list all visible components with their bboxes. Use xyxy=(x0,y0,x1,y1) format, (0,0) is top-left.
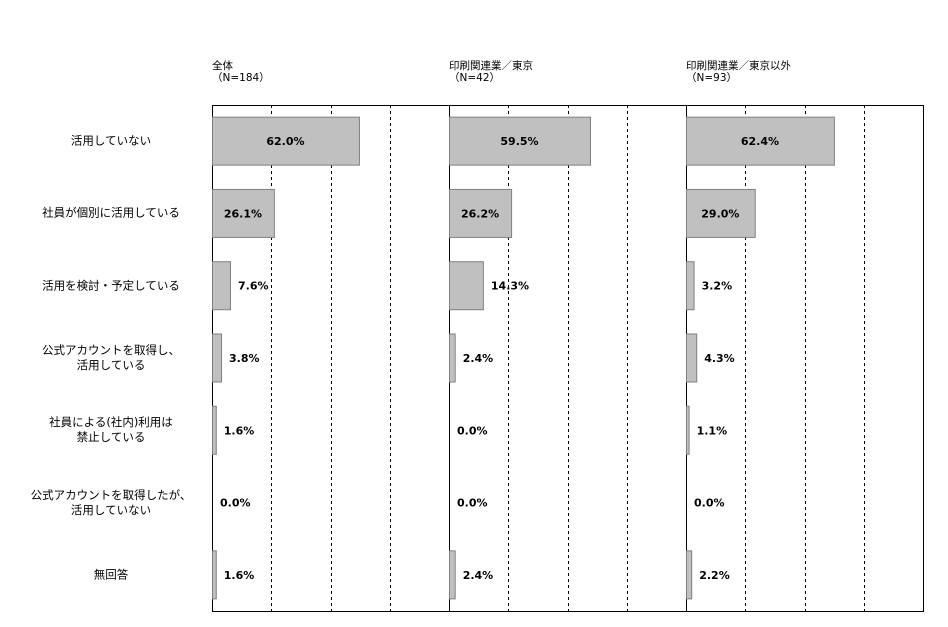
data-label: 1.6% xyxy=(224,424,255,437)
category-label-line: 活用していない xyxy=(70,133,152,148)
category-label-line: 公式アカウントを取得したが、 xyxy=(30,487,192,502)
bar xyxy=(449,261,484,311)
panel-title: 印刷関連業／東京以外 （N=93） xyxy=(686,60,791,84)
bar xyxy=(449,333,456,383)
bar xyxy=(449,116,592,166)
data-label: 3.8% xyxy=(229,352,260,365)
data-label: 2.4% xyxy=(463,569,494,582)
category-label-line: 活用を検討・予定している xyxy=(42,278,180,293)
category-label-line: 活用している xyxy=(76,358,146,372)
data-label: 3.2% xyxy=(702,280,733,293)
bar xyxy=(686,550,693,600)
category-label: 社員による(社内)利用は 禁止している xyxy=(16,415,206,445)
bar xyxy=(212,188,275,238)
category-label: 活用を検討・予定している xyxy=(16,278,206,293)
category-label-line: 公式アカウントを取得し、 xyxy=(42,343,180,357)
category-label: 公式アカウントを取得し、 活用している xyxy=(16,343,206,373)
data-label: 14.3% xyxy=(491,280,529,293)
bar xyxy=(686,188,756,238)
category-label: 社員が個別に活用している xyxy=(16,206,206,221)
data-label: 2.2% xyxy=(699,569,730,582)
data-label: 29.0% xyxy=(701,207,739,220)
panel-title-line: （N=93） xyxy=(686,72,738,84)
category-label: 公式アカウントを取得したが、 活用していない xyxy=(16,488,206,518)
panel-title: 印刷関連業／東京 （N=42） xyxy=(449,60,533,84)
bar xyxy=(449,550,456,600)
data-label: 26.2% xyxy=(461,207,499,220)
category-label-line: 社員による(社内)利用は xyxy=(49,415,173,430)
data-label: 0.0% xyxy=(457,424,488,437)
data-label: 4.3% xyxy=(704,352,735,365)
data-label: 1.1% xyxy=(697,424,728,437)
panel-title-line: 印刷関連業／東京以外 xyxy=(686,60,791,72)
bar xyxy=(686,261,695,311)
bar xyxy=(212,261,232,311)
panel-title: 全体 （N=184） xyxy=(212,60,270,84)
data-label: 1.6% xyxy=(224,569,255,582)
panel-title-line: （N=184） xyxy=(212,72,270,84)
category-label: 活用していない xyxy=(16,134,206,149)
category-label-line: 無回答 xyxy=(93,567,129,582)
category-label: 無回答 xyxy=(16,567,206,582)
bar xyxy=(686,405,690,455)
panel-title-line: （N=42） xyxy=(449,72,501,84)
panel-title-line: 全体 xyxy=(212,60,233,72)
bar xyxy=(686,333,698,383)
bar xyxy=(212,405,217,455)
data-label: 62.0% xyxy=(266,135,304,148)
bar xyxy=(212,333,223,383)
bar xyxy=(212,550,217,600)
data-label: 0.0% xyxy=(457,497,488,510)
bar xyxy=(686,116,835,166)
category-label-line: 禁止している xyxy=(76,430,146,445)
data-label: 7.6% xyxy=(238,280,269,293)
data-label: 2.4% xyxy=(463,352,494,365)
panel-title-line: 印刷関連業／東京 xyxy=(449,60,533,72)
category-label-line: 社員が個別に活用している xyxy=(42,205,180,220)
category-label-line: 活用していない xyxy=(70,502,152,517)
data-label: 26.1% xyxy=(224,207,262,220)
data-label: 59.5% xyxy=(500,135,538,148)
data-label: 0.0% xyxy=(220,497,251,510)
bar xyxy=(212,116,360,166)
data-label: 0.0% xyxy=(694,497,725,510)
bar xyxy=(449,188,513,238)
data-label: 62.4% xyxy=(741,135,779,148)
